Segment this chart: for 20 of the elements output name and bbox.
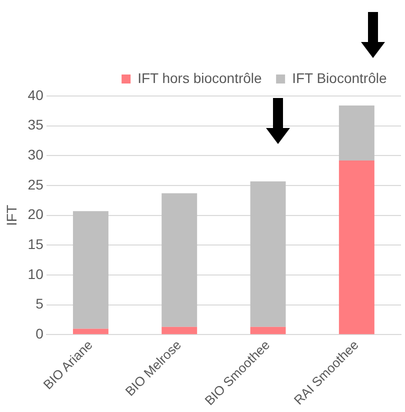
bar [338, 160, 374, 334]
bar [72, 328, 108, 334]
legend-label: IFT Biocontrôle [292, 70, 387, 86]
y-tick-label: 10 [28, 266, 44, 282]
bar [338, 106, 374, 160]
y-tick-label: 30 [28, 146, 44, 163]
y-tick-label: 40 [28, 86, 44, 103]
bar [250, 181, 286, 327]
bar [162, 193, 198, 327]
y-tick-label: 25 [28, 176, 44, 192]
y-axis-title: IFT [3, 204, 20, 226]
bar [162, 326, 198, 334]
y-tick-label: 15 [28, 236, 44, 252]
y-tick-label: 5 [36, 296, 44, 312]
bar [250, 326, 286, 334]
legend-label: IFT hors biocontrôle [138, 70, 262, 86]
y-tick-label: 35 [28, 116, 44, 133]
y-tick-label: 0 [36, 326, 44, 342]
bar [72, 211, 108, 329]
y-tick-label: 20 [28, 206, 44, 222]
